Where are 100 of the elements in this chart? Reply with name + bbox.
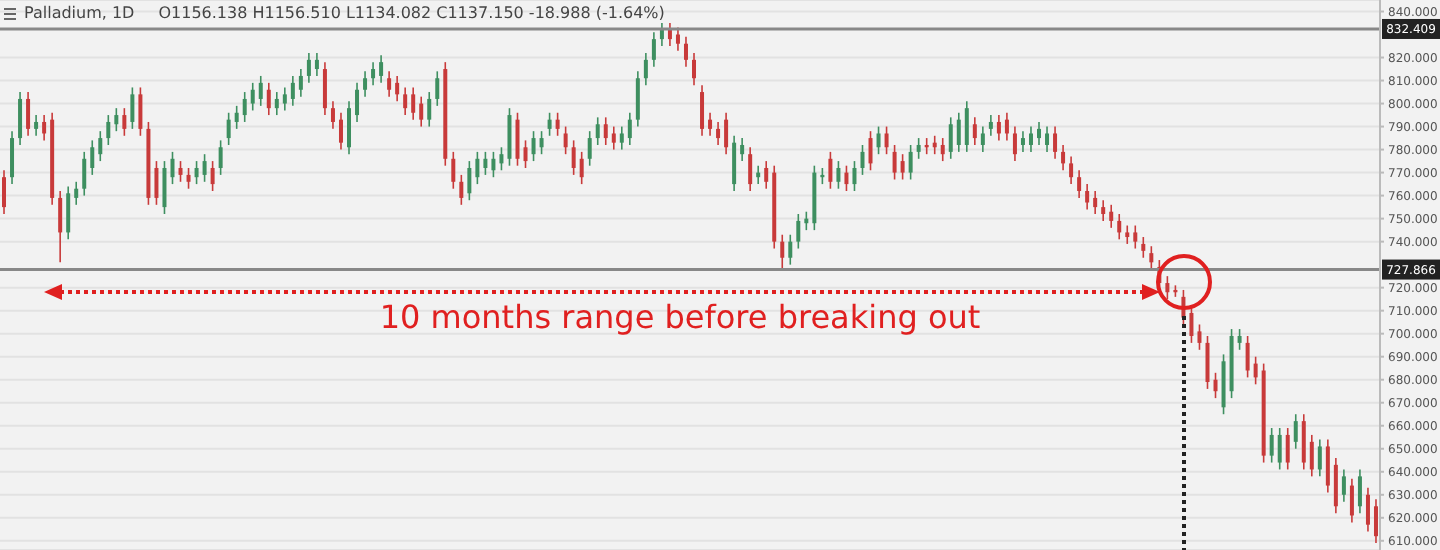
candlestick (186, 167, 191, 190)
candlestick (194, 160, 199, 185)
candlestick (154, 160, 159, 206)
candlestick (138, 86, 143, 137)
candlestick (908, 144, 913, 181)
candlestick (218, 139, 223, 176)
candlestick (26, 91, 31, 137)
candlestick (435, 70, 440, 107)
candlestick (579, 151, 584, 185)
candlestick (1197, 323, 1202, 351)
candlestick (1341, 468, 1346, 503)
candlestick (1357, 468, 1362, 514)
chart-subtitle: O1156.138 H1156.510 L1134.082 C1137.150 -18.988 (-1.64%) (158, 4, 665, 22)
candlestick (764, 160, 769, 190)
candlestick (1093, 190, 1098, 215)
candlestick (1117, 213, 1122, 241)
candlestick (1069, 155, 1074, 185)
candlestick (427, 91, 432, 128)
candlestick (1301, 413, 1306, 471)
candlestick (1205, 335, 1210, 390)
candlestick (499, 146, 504, 172)
candlestick (210, 160, 215, 192)
candlestick (748, 146, 753, 192)
candlestick (619, 125, 624, 151)
candlestick (290, 75, 295, 107)
candlestick (1085, 183, 1090, 211)
candlestick (1004, 111, 1009, 142)
candlestick (1237, 328, 1242, 351)
candlestick (1020, 130, 1025, 153)
annotation: 10 months range before breaking out (379, 298, 981, 336)
candlestick (298, 68, 303, 98)
candlestick (274, 91, 279, 116)
candlestick (34, 114, 39, 137)
candlestick (2, 169, 7, 215)
candlestick (1053, 125, 1058, 160)
candlestick (708, 111, 713, 137)
candlestick (1077, 169, 1082, 199)
candlestick (1189, 305, 1194, 344)
candlestick (371, 61, 376, 86)
candlestick (1109, 204, 1114, 229)
chart-title: Palladium, 1D (24, 4, 135, 22)
candlestick (74, 181, 79, 206)
candlestick (1269, 427, 1274, 464)
candlestick (1285, 427, 1290, 471)
candlestick (964, 100, 969, 153)
candlestick (900, 153, 905, 181)
candlestick (170, 151, 175, 185)
candlestick (724, 111, 729, 155)
candlestick (860, 144, 865, 176)
candlestick (451, 151, 456, 190)
candlestick (58, 190, 63, 264)
candlestick (178, 160, 183, 183)
candlestick (884, 125, 889, 155)
candlestick (258, 75, 263, 107)
candlestick (539, 130, 544, 155)
candlestick (330, 100, 335, 130)
candlestick (692, 52, 697, 86)
candlestick (1149, 245, 1154, 271)
candlestick (226, 111, 231, 146)
candlestick (338, 111, 343, 151)
candlestick (1101, 199, 1106, 222)
candlestick (1213, 372, 1218, 399)
candlestick (403, 86, 408, 116)
candlestick (1045, 125, 1050, 153)
candlestick (683, 36, 688, 68)
candlestick (90, 139, 95, 176)
candlestick (852, 160, 857, 192)
candlestick (395, 75, 400, 103)
candlestick (306, 52, 311, 84)
candlestick (643, 52, 648, 86)
candlestick (459, 174, 464, 206)
candlestick (314, 52, 319, 77)
candlestick (1061, 144, 1066, 172)
candlestick (1349, 477, 1354, 524)
candlestick (507, 107, 512, 167)
candlestick (322, 61, 327, 116)
candlestick (796, 213, 801, 250)
candlestick (1293, 413, 1298, 450)
candlestick (892, 144, 897, 181)
candlestick (1373, 498, 1378, 544)
candlestick (1333, 457, 1338, 514)
candlestick (1125, 224, 1130, 245)
candlestick (531, 130, 536, 162)
candlestick (523, 139, 528, 169)
candlestick (980, 125, 985, 153)
candlestick (234, 105, 239, 130)
candlestick (106, 114, 111, 146)
candlestick (667, 22, 672, 47)
candlestick (1309, 434, 1314, 478)
candlestick (347, 100, 352, 155)
candlestick (250, 82, 255, 112)
candlestick (547, 111, 552, 137)
candlestick (603, 116, 608, 146)
candlestick (1028, 125, 1033, 153)
candlestick (1365, 487, 1370, 533)
candlestick (836, 160, 841, 190)
candlestick (1325, 438, 1330, 494)
candlestick (716, 121, 721, 146)
candlestick (916, 137, 921, 160)
candlestick (868, 130, 873, 172)
